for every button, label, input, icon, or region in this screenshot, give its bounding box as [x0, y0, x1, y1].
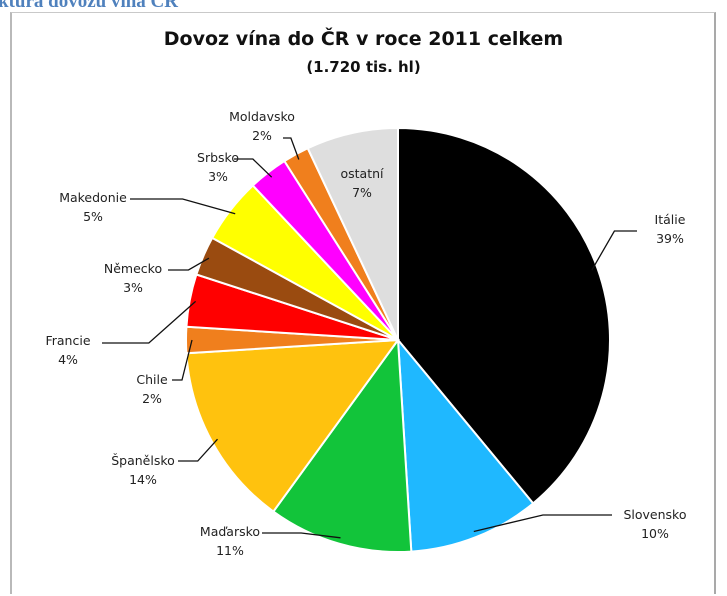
leader-line — [591, 230, 637, 271]
leader-line — [283, 137, 300, 160]
leader-line — [178, 438, 218, 462]
slice-label: ostatní — [340, 166, 384, 181]
slice-value-label: 14% — [129, 472, 157, 487]
leader-line — [262, 532, 341, 539]
slice-value-label: 4% — [58, 352, 78, 367]
slice-value-label: 7% — [352, 185, 372, 200]
slice-label: Maďarsko — [200, 524, 260, 539]
pie-slice-itálie — [397, 126, 611, 505]
chart-title: Dovoz vína do ČR v roce 2011 celkem — [163, 28, 564, 50]
pie-slice-maďarsko — [271, 337, 413, 553]
page-heading: ktura dovozu vína ČR — [0, 0, 178, 12]
slice-label: Srbsko — [197, 150, 239, 165]
slice-label: Francie — [45, 333, 90, 348]
slice-value-label: 2% — [142, 391, 162, 406]
chart-subtitle: (1.720 tis. hl) — [306, 58, 421, 76]
pie-slice-španělsko — [185, 338, 401, 513]
pie-slice-slovensko — [396, 336, 535, 553]
chart-frame — [10, 12, 716, 594]
pie-slice-ostatní — [306, 126, 399, 341]
slice-value-label: 3% — [123, 280, 143, 295]
slice-label: Itálie — [655, 212, 686, 227]
slice-value-label: 10% — [641, 526, 669, 541]
slice-value-label: 39% — [656, 231, 684, 246]
slice-value-label: 2% — [252, 128, 272, 143]
leader-line — [168, 257, 210, 271]
slice-label: Makedonie — [59, 190, 127, 205]
leader-line — [234, 158, 273, 178]
slice-label: Moldavsko — [229, 109, 295, 124]
slice-label: Španělsko — [111, 453, 175, 468]
leader-line — [102, 300, 197, 344]
pie-slices — [185, 126, 611, 553]
leader-line — [130, 198, 236, 215]
slice-value-label: 5% — [83, 209, 103, 224]
slice-label: Slovensko — [623, 507, 686, 522]
slice-label: Chile — [136, 372, 168, 387]
leader-line — [473, 514, 612, 533]
slice-value-label: 11% — [216, 543, 244, 558]
leader-line — [172, 339, 193, 381]
slice-value-label: 3% — [208, 169, 228, 184]
slice-label: Německo — [104, 261, 162, 276]
